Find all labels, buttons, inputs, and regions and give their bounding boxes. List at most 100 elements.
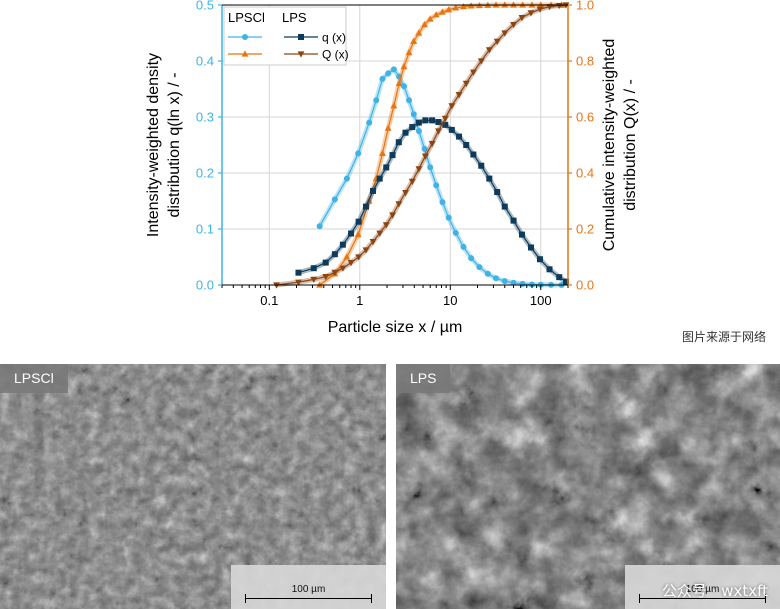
axes [218,4,572,290]
data-point [460,3,467,10]
data-point [389,212,396,219]
data-point [382,222,390,229]
data-point [385,70,392,77]
data-point [432,11,440,18]
legend-entry-label: q (x) [322,31,346,45]
data-point [379,75,386,82]
watermark-top: 图片来源于网络 [681,330,766,344]
data-point [492,275,499,282]
data-point [527,244,534,251]
data-point [415,128,422,134]
data-point [428,141,436,148]
data-point [242,34,248,40]
y-left-tick-label: 0.4 [196,54,214,69]
data-point [415,166,423,173]
data-point [455,92,463,99]
data-point [546,4,553,11]
data-point [441,115,449,122]
data-point [518,231,525,238]
data-point [401,83,408,90]
data-point [470,151,477,158]
data-point [369,239,377,246]
data-point [422,117,429,124]
data-point [373,97,380,104]
psd-chart: 0.1 1 10 100 0.0 0.1 0.2 0.3 0.4 0.5 0.0 0.2 0.4 0.6 0… [145,0,639,336]
data-point [442,121,449,128]
data-point [384,124,392,131]
y-right-tick-label: 0.2 [576,222,594,237]
data-point [410,111,417,118]
data-point [376,230,384,237]
data-point [463,142,470,148]
data-point [347,260,355,267]
y-right-tick-label: 0.8 [576,54,594,69]
data-point [343,175,350,182]
data-point [469,69,477,76]
data-point [439,8,446,15]
y-left-tick-label: 0.1 [196,222,214,237]
data-point [426,15,434,22]
data-point [421,153,429,160]
y-right-tick-label: 0.6 [576,110,594,125]
data-point [445,6,453,13]
data-point [362,203,369,210]
scale-bar-box-lpscl: 100 µm [231,565,386,609]
y-right-tick-label: 1.0 [576,0,594,13]
series-layer [273,1,570,289]
data-point [494,189,501,196]
data-point [562,278,569,285]
data-point [448,126,455,133]
data-point [355,254,362,261]
data-point [406,97,413,104]
data-point [395,79,403,86]
data-point [536,6,544,13]
data-point [468,255,475,262]
scale-bar-lps [639,594,766,603]
data-point [310,276,318,283]
data-point [493,38,501,45]
data-point [486,175,493,182]
data-point [395,201,403,208]
data-point [433,182,440,189]
data-point [295,279,302,286]
data-point [556,274,563,281]
sem-label-lps: LPS [396,364,451,393]
data-point [510,22,517,29]
legend: LPSCl LPS q (x) Q (x) [223,6,349,66]
data-point [331,269,339,276]
data-point [400,63,408,70]
data-point [445,214,452,221]
data-point [383,164,390,171]
data-point [295,269,302,276]
data-point [395,139,402,146]
data-point [409,124,416,131]
data-point [429,117,436,124]
scale-bar-lpscl [245,594,372,603]
legend-group-label: LPS [282,10,307,25]
data-point [298,34,304,40]
data-point [536,256,543,263]
data-point [376,175,383,182]
data-point [421,145,428,152]
sem-image-lpscl: LPSCl 100 µm [0,364,386,609]
y-right-tick-label: 0.0 [576,278,594,293]
data-point [316,223,323,230]
data-point [460,243,467,250]
series-lps-q-x [295,117,569,285]
data-point [462,80,470,87]
data-point [435,128,442,135]
sem-image-lps: LPS 100 µm 公众号 · wxtxft [396,364,780,609]
data-point [546,266,553,273]
legend-entry-label: Q (x) [322,48,349,62]
data-point [427,164,434,171]
y-right-tick-label: 0.4 [576,166,594,181]
y-right-axis-label: distribution Q(x) / - [622,79,639,211]
watermark-bottom: 公众号 · wxtxft [661,582,768,600]
data-point [362,247,370,254]
data-point [331,251,338,258]
data-point [501,203,508,210]
sem-label-lpscl: LPSCl [0,364,68,393]
data-point [241,50,249,57]
x-tick-label: 100 [530,293,552,308]
data-point [477,58,485,65]
